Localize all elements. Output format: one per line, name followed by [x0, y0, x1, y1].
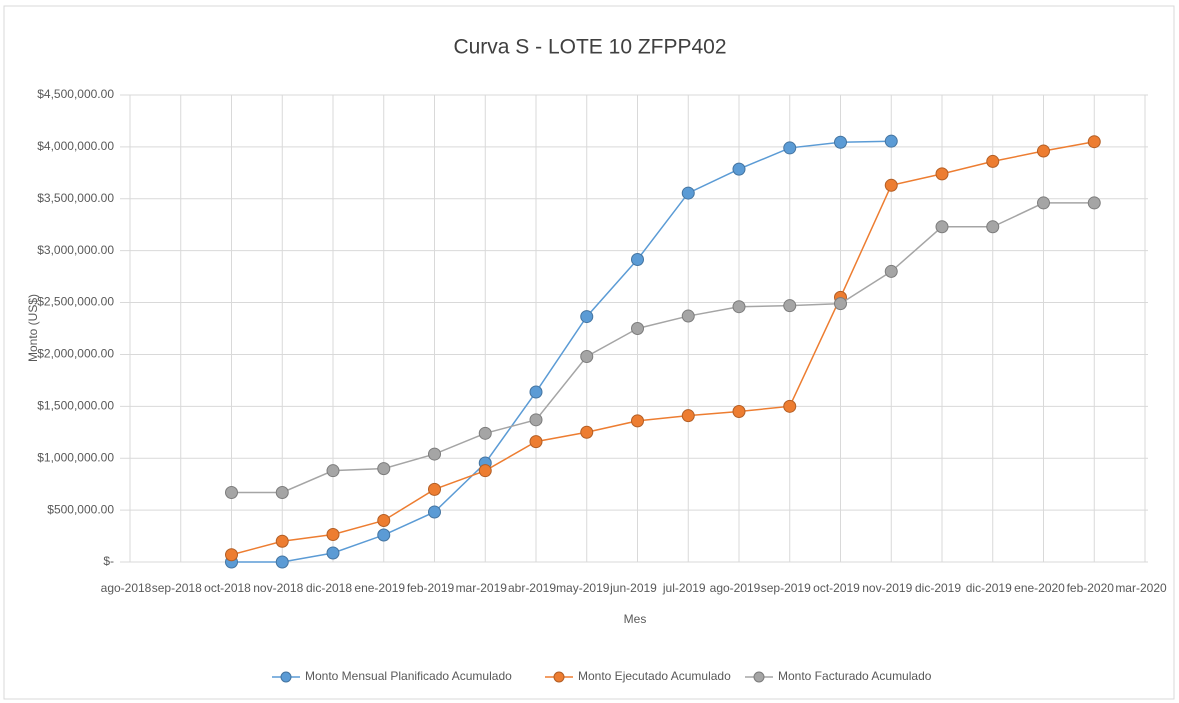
- y-tick-label: $500,000.00: [47, 502, 114, 516]
- x-tick-label: oct-2019: [813, 581, 860, 595]
- y-tick-label: $3,500,000.00: [37, 191, 114, 205]
- y-tick-label: $1,000,000.00: [37, 450, 114, 464]
- x-tick-label: nov-2018: [253, 581, 303, 595]
- data-point: [732, 300, 746, 314]
- data-point: [377, 462, 391, 476]
- data-point: [732, 162, 746, 176]
- y-tick-label: $-: [103, 554, 114, 568]
- data-point: [986, 154, 1000, 168]
- legend-label: Monto Facturado Acumulado: [778, 669, 932, 683]
- x-tick-label: may-2019: [556, 581, 610, 595]
- data-point: [986, 220, 1000, 234]
- data-point: [580, 425, 594, 439]
- data-point: [1087, 196, 1101, 210]
- series-line: [231, 140, 892, 563]
- data-point: [529, 413, 543, 427]
- data-point: [935, 167, 949, 181]
- x-tick-label: dic-2019: [966, 581, 1012, 595]
- data-point: [783, 141, 797, 155]
- legend-marker: [753, 671, 765, 683]
- data-point: [529, 385, 543, 399]
- x-tick-label: dic-2018: [306, 581, 352, 595]
- series-line: [231, 140, 1095, 556]
- data-point: [478, 426, 492, 440]
- x-axis-label: Mes: [624, 612, 647, 626]
- y-axis-label: Monto (US$): [26, 294, 40, 362]
- x-tick-label: sep-2019: [761, 581, 811, 595]
- series-line: [231, 202, 1095, 494]
- data-point: [428, 505, 441, 519]
- data-point: [834, 297, 847, 311]
- chart-title: Curva S - LOTE 10 ZFPP402: [453, 36, 726, 59]
- data-point: [478, 464, 492, 478]
- x-tick-label: sep-2018: [152, 581, 202, 595]
- legend-item: Monto Mensual Planificado Acumulado: [272, 669, 512, 683]
- data-point: [681, 186, 695, 200]
- data-point: [783, 399, 797, 413]
- data-point: [884, 264, 898, 278]
- data-point: [1037, 144, 1050, 158]
- x-tick-label: jul-2019: [662, 581, 706, 595]
- data-point: [225, 548, 238, 562]
- data-point: [326, 464, 340, 478]
- data-point: [1087, 135, 1101, 149]
- legend-item: Monto Ejecutado Acumulado: [545, 669, 731, 683]
- data-point: [631, 252, 644, 266]
- x-tick-label: ago-2018: [101, 581, 152, 595]
- x-tick-label: ago-2019: [710, 581, 761, 595]
- data-point: [1037, 196, 1050, 210]
- y-tick-label: $4,500,000.00: [37, 87, 114, 101]
- data-point: [732, 405, 746, 419]
- legend-item: Monto Facturado Acumulado: [745, 669, 932, 683]
- data-point: [428, 447, 441, 461]
- x-tick-label: jun-2019: [609, 581, 657, 595]
- data-point: [783, 299, 797, 313]
- data-point: [631, 322, 644, 335]
- y-tick-label: $2,000,000.00: [37, 347, 114, 361]
- x-tick-label: feb-2020: [1067, 581, 1115, 595]
- data-point: [681, 409, 695, 423]
- data-point: [275, 534, 289, 548]
- x-tick-label: mar-2019: [456, 581, 508, 595]
- data-point: [377, 528, 391, 542]
- data-point: [935, 220, 949, 234]
- x-tick-label: feb-2019: [407, 581, 455, 595]
- x-tick-label: oct-2018: [204, 581, 251, 595]
- x-tick-label: abr-2019: [508, 581, 556, 595]
- data-point: [884, 178, 898, 192]
- x-tick-label: ene-2019: [354, 581, 405, 595]
- data-point: [580, 350, 594, 364]
- y-tick-label: $2,500,000.00: [37, 295, 114, 309]
- data-point: [275, 555, 289, 569]
- y-tick-label: $1,500,000.00: [37, 399, 114, 413]
- data-point: [631, 414, 644, 428]
- data-point: [580, 310, 594, 324]
- data-point: [681, 309, 695, 323]
- data-point: [428, 482, 441, 496]
- x-tick-label: ene-2020: [1014, 581, 1065, 595]
- data-point: [225, 485, 238, 499]
- legend-label: Monto Ejecutado Acumulado: [578, 669, 731, 683]
- y-tick-label: $4,000,000.00: [37, 139, 114, 153]
- legend-marker: [553, 671, 565, 683]
- data-point: [275, 485, 289, 499]
- y-tick-label: $3,000,000.00: [37, 243, 114, 257]
- data-point: [529, 435, 543, 449]
- data-point: [884, 134, 898, 148]
- data-point: [326, 546, 340, 560]
- x-tick-label: mar-2020: [1115, 581, 1167, 595]
- data-point: [834, 135, 847, 149]
- x-tick-label: nov-2019: [862, 581, 912, 595]
- data-point: [326, 527, 340, 541]
- data-point: [377, 513, 391, 527]
- x-tick-label: dic-2019: [915, 581, 961, 595]
- legend-label: Monto Mensual Planificado Acumulado: [305, 669, 512, 683]
- legend-marker: [280, 671, 292, 683]
